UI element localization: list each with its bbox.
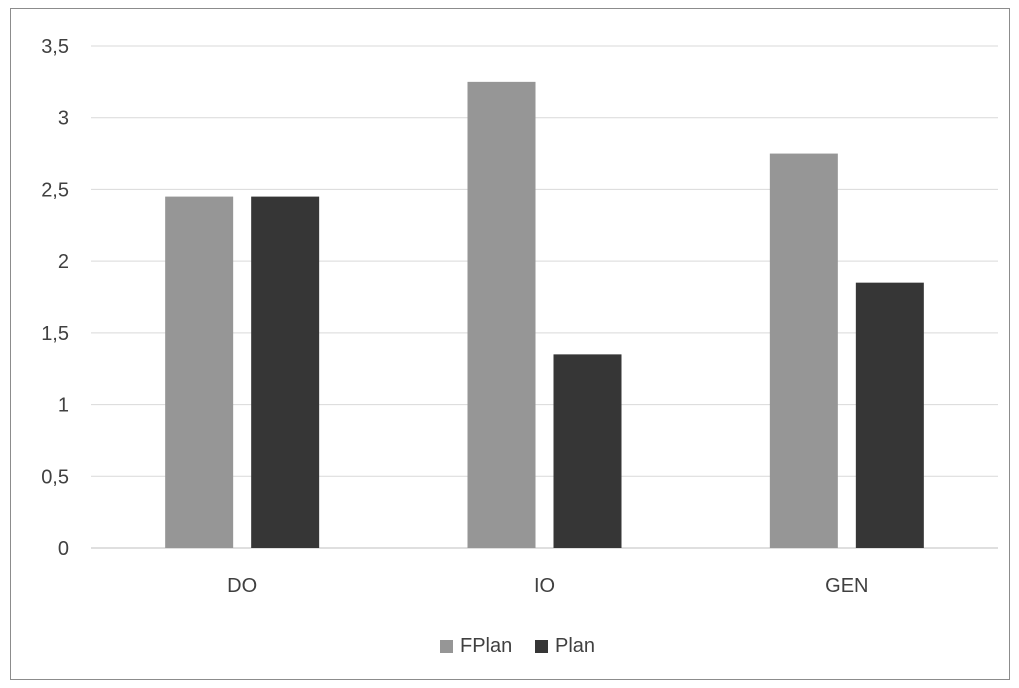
legend-label-plan: Plan — [555, 635, 595, 657]
chart-frame: 0 0,5 1 1,5 2 2,5 3 3,5 DO IO GEN FPlan Plan — [10, 8, 1010, 680]
x-tick-label: GEN — [825, 575, 868, 597]
legend: FPlan Plan — [440, 635, 595, 657]
bars — [165, 81, 924, 549]
bar-fplan-gen — [769, 153, 838, 549]
x-axis-category-labels: DO IO GEN — [227, 575, 868, 597]
bar-plan-io — [553, 354, 622, 548]
x-tick-label: IO — [534, 575, 555, 597]
y-tick-label: 2,5 — [41, 179, 69, 201]
gridlines — [91, 45, 998, 549]
legend-swatch-fplan — [440, 640, 453, 653]
y-tick-label: 1,5 — [41, 323, 69, 345]
y-tick-label: 0,5 — [41, 466, 69, 488]
y-tick-label: 3,5 — [41, 36, 69, 58]
legend-swatch-plan — [535, 640, 548, 653]
y-tick-label: 1 — [58, 395, 69, 417]
y-tick-label: 3 — [58, 108, 69, 130]
bar-fplan-do — [165, 196, 234, 548]
bar-fplan-io — [467, 81, 536, 548]
bar-plan-gen — [855, 282, 924, 548]
bar-chart: 0 0,5 1 1,5 2 2,5 3 3,5 DO IO GEN FPlan Plan — [41, 36, 998, 657]
y-tick-label: 2 — [58, 251, 69, 273]
y-tick-label: 0 — [58, 538, 69, 560]
x-tick-label: DO — [227, 575, 257, 597]
y-axis-tick-labels: 0 0,5 1 1,5 2 2,5 3 3,5 — [41, 36, 69, 560]
bar-plan-do — [251, 196, 320, 548]
legend-label-fplan: FPlan — [460, 635, 512, 657]
